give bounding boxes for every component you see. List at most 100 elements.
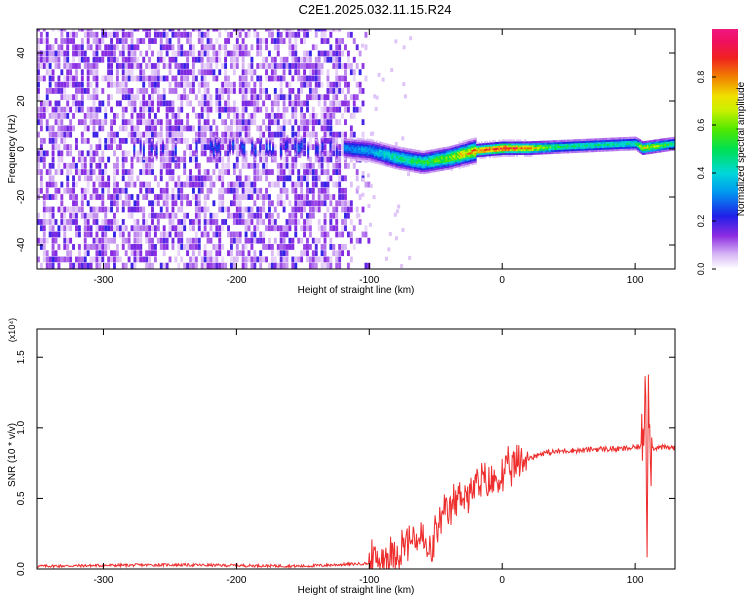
noise-cell [206,106,210,113]
noise-cell [253,88,257,94]
signal-cell [413,158,417,162]
signal-cell [412,168,415,171]
noise-cell [45,56,49,63]
noise-cell [259,38,263,44]
signal-cell [621,140,624,144]
signal-cell [562,151,565,154]
signal-cell [555,143,559,147]
signal-cell [294,143,297,146]
signal-cell [447,161,450,164]
noise-cell [124,38,128,44]
noise-cell [294,113,298,119]
noise-cell [276,169,280,175]
signal-cell [426,161,429,164]
noise-cell [209,262,213,269]
signal-cell [216,140,219,144]
signal-cell [393,162,396,165]
noise-cell [270,29,274,32]
noise-cell [227,169,230,175]
signal-cell [452,162,455,165]
noise-cell [98,56,102,63]
noise-cell [357,213,361,218]
noise-cell [306,31,309,38]
noise-cell [130,262,134,269]
noise-cell [168,100,172,107]
noise-cell [268,206,271,213]
signal-cell [388,144,391,147]
noise-cell [235,181,239,188]
signal-cell [586,140,589,143]
signal-cell [634,140,637,143]
noise-cell [89,144,93,150]
noise-cell [247,31,251,38]
noise-cell [165,113,169,119]
noise-cell [66,75,70,82]
signal-cell [474,160,477,163]
noise-cell [338,29,342,32]
noise-cell [276,106,280,113]
signal-cell [605,147,608,150]
noise-cell [332,162,336,169]
noise-cell [107,187,111,194]
noise-cell [83,56,87,63]
signal-cell [348,150,351,153]
noise-cell [329,125,333,132]
noise-cell [153,75,157,82]
signal-cell [421,156,425,159]
noise-cell [332,100,336,107]
signal-cell [600,140,603,143]
noise-cell [294,94,298,101]
noise-cell [224,262,228,269]
signal-cell [538,150,541,153]
signal-cell [464,157,468,160]
noise-cell [221,144,225,150]
signal-cell [552,151,555,154]
signal-cell [464,153,468,156]
noise-cell [215,56,219,63]
signal-cell [479,151,482,154]
signal-cell [576,150,579,153]
noise-cell [183,162,187,169]
signal-cell [632,140,635,143]
noise-cell [107,244,111,250]
noise-cell [215,75,219,82]
signal-cell [493,151,496,154]
noise-cell [273,131,277,138]
noise-cell [332,150,336,157]
signal-cell [594,149,597,153]
signal-cell [299,138,302,141]
noise-cell [227,231,230,238]
noise-cell [142,106,146,113]
signal-cell [348,140,351,144]
signal-cell [576,143,579,146]
signal-cell [359,147,362,150]
signal-cell [501,150,504,154]
signal-cell [300,137,303,140]
signal-cell [447,156,450,159]
signal-cell [407,167,410,170]
signal-cell [471,159,474,162]
signal-cell [464,145,468,148]
signal-cell [624,138,627,142]
noise-cell [165,237,169,244]
signal-cell [590,150,594,153]
signal-cell [393,160,396,163]
noise-cell [113,81,116,88]
noise-cell [232,262,236,269]
noise-cell [227,31,230,38]
noise-cell [148,137,152,144]
noise-cell [171,113,175,119]
signal-cell [560,147,563,150]
signal-cell [307,153,310,156]
signal-cell [434,150,437,153]
signal-cell [421,154,425,157]
noise-cell [326,113,330,119]
noise-cell [92,63,96,69]
noise-cell [247,187,251,194]
noise-cell [329,194,333,200]
noise-cell [238,169,242,175]
noise-cell [83,237,87,244]
signal-cell [362,149,366,153]
noise-cell [80,29,84,32]
noise-cell [235,200,239,207]
